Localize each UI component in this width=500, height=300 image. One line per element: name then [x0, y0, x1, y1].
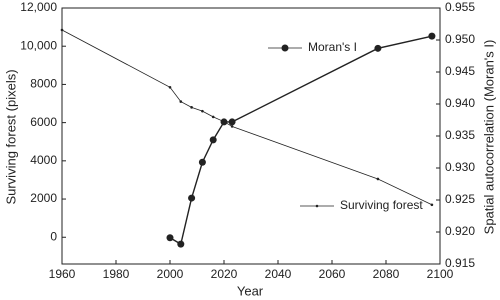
point	[188, 194, 196, 202]
x-tick-label: 2020	[211, 267, 238, 281]
point	[376, 177, 380, 181]
point	[228, 118, 236, 126]
y2-tick-label: 0.930	[445, 160, 475, 174]
point	[166, 234, 174, 242]
y-tick-label: 12,000	[20, 0, 57, 14]
point	[209, 136, 217, 144]
series-line	[61, 29, 433, 206]
y-tick-label: 0	[50, 229, 57, 243]
x-tick-label: 2000	[157, 267, 184, 281]
point	[211, 115, 215, 119]
y-tick-label: 10,000	[20, 38, 57, 52]
x-tick-label: 2040	[265, 267, 292, 281]
y2-tick-label: 0.950	[445, 32, 475, 46]
y-axis-title: Surviving forest (pixels)	[3, 69, 18, 204]
y2-tick-label: 0.935	[445, 128, 475, 142]
y2-tick-label: 0.945	[445, 64, 475, 78]
point	[220, 118, 228, 126]
y2-tick-label: 0.920	[445, 224, 475, 238]
point	[198, 158, 206, 166]
y-tick-label: 6000	[30, 115, 57, 129]
y2-tick-label: 0.955	[445, 0, 475, 14]
legend-label: Surviving forest	[340, 198, 423, 212]
y-tick-label: 2000	[30, 191, 57, 205]
point	[430, 203, 434, 207]
point	[201, 109, 204, 113]
x-tick-label: 1960	[49, 267, 76, 281]
legend-label: Moran's I	[308, 40, 357, 54]
point	[168, 85, 172, 89]
point	[60, 28, 64, 32]
point	[230, 125, 234, 128]
x-tick-label: 2100	[427, 267, 454, 281]
point	[190, 106, 193, 109]
x-tick-label: 2060	[319, 267, 346, 281]
y2-tick-label: 0.940	[445, 96, 475, 110]
y2-tick-label: 0.925	[445, 192, 475, 206]
x-axis-title: Year	[237, 283, 264, 298]
series-line	[169, 35, 433, 246]
point	[179, 100, 183, 103]
y2-tick-label: 0.915	[445, 256, 475, 270]
point	[428, 32, 436, 40]
point	[374, 44, 382, 52]
y-tick-label: 4000	[30, 153, 57, 167]
y2-axis-title: Spatial autocorrelation (Moran's I)	[481, 40, 496, 235]
legend-marker	[315, 204, 319, 208]
x-tick-label: 2080	[373, 267, 400, 281]
legend-marker	[281, 44, 289, 52]
point	[177, 240, 185, 248]
x-tick-label: 1980	[103, 267, 130, 281]
y-tick-label: 8000	[30, 77, 57, 91]
